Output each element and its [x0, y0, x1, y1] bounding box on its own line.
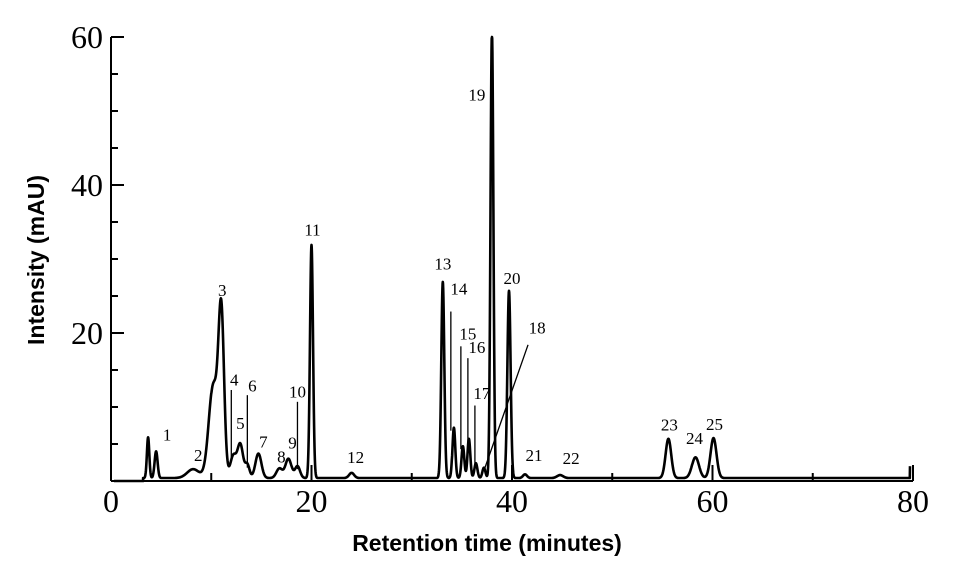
peak-label-22: 22 — [563, 449, 580, 468]
peak-label-23: 23 — [661, 416, 678, 435]
x-axis-label: Retention time (minutes) — [352, 530, 622, 556]
peak-label-4: 4 — [230, 371, 239, 390]
peak-label-7: 7 — [259, 433, 268, 452]
peak-leader-line — [483, 344, 529, 471]
peak-label-12: 12 — [347, 448, 364, 467]
y-tick-label: 40 — [71, 167, 103, 203]
x-axis-ticks: 0 20 40 60 80 — [103, 465, 929, 519]
peak-label-8: 8 — [277, 448, 286, 467]
peak-label-24: 24 — [686, 429, 704, 448]
peak-label-6: 6 — [248, 376, 257, 395]
peak-label-19: 19 — [468, 86, 485, 105]
peak-label-17: 17 — [473, 384, 491, 403]
x-tick-label: 80 — [897, 483, 929, 519]
peak-label-20: 20 — [504, 269, 521, 288]
peak-label-14: 14 — [450, 280, 468, 299]
chromatogram-trace — [114, 35, 912, 483]
x-tick-label: 40 — [496, 483, 528, 519]
peak-label-11: 11 — [304, 220, 320, 239]
y-tick-label: 20 — [71, 315, 103, 351]
peak-label-21: 21 — [526, 446, 543, 465]
peak-label-16: 16 — [468, 338, 485, 357]
peak-label-13: 13 — [434, 254, 451, 273]
y-axis-ticks: 20 40 60 — [71, 19, 124, 445]
x-tick-label: 60 — [697, 483, 729, 519]
peak-label-9: 9 — [288, 433, 297, 452]
peak-label-3: 3 — [218, 281, 227, 300]
peak-label-1: 1 — [163, 425, 172, 444]
peak-label-5: 5 — [236, 414, 245, 433]
x-tick-label: 20 — [296, 483, 328, 519]
y-axis-label: Intensity (mAU) — [23, 175, 49, 345]
peak-leader-lines — [230, 311, 529, 471]
peak-label-25: 25 — [706, 415, 723, 434]
peak-label-10: 10 — [289, 382, 306, 401]
y-tick-label: 60 — [71, 19, 103, 55]
peak-label-2: 2 — [194, 446, 203, 465]
peak-label-15: 15 — [459, 325, 476, 344]
peak-label-18: 18 — [529, 319, 546, 338]
x-tick-label: 0 — [103, 483, 119, 519]
